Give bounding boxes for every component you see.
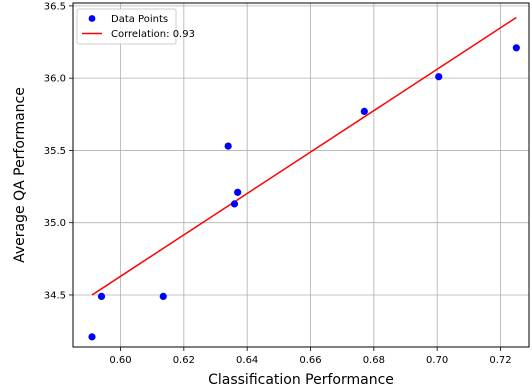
legend-marker-data-points [88, 15, 96, 22]
y-tick-label: 35.0 [44, 218, 66, 229]
correlation-line [91, 16, 517, 296]
legend-box [76, 8, 177, 45]
x-tick-label: 0.66 [299, 355, 321, 366]
data-point [234, 188, 242, 196]
x-tick-label: 0.72 [489, 355, 511, 366]
x-tick-label: 0.64 [236, 355, 258, 366]
data-point [230, 200, 239, 208]
y-tick-label: 36.5 [44, 1, 66, 12]
grid [73, 3, 529, 347]
y-tick-label: 35.5 [44, 146, 66, 157]
axis-ticks: 0.60 0.62 0.64 0.66 0.68 0.70 0.72 34.5 35.0 35.5… [44, 1, 512, 366]
data-point [360, 107, 368, 116]
x-tick-label: 0.60 [109, 355, 131, 366]
data-point [435, 73, 443, 81]
y-tick-label: 34.5 [44, 290, 66, 301]
legend-label-data-points: Data Points [111, 14, 168, 25]
x-tick-label: 0.62 [173, 355, 195, 366]
data-point [97, 292, 106, 301]
data-point [224, 142, 232, 150]
y-axis-label: Average QA Performance [12, 87, 28, 263]
y-tick-label: 36.0 [44, 74, 66, 85]
legend: Data Points Correlation: 0.93 [76, 8, 195, 45]
data-point [512, 44, 520, 52]
x-axis-label: Classification Performance [208, 372, 394, 388]
data-point [159, 292, 167, 301]
data-point [88, 333, 96, 341]
x-tick-label: 0.68 [363, 355, 385, 366]
plot-frame [72, 2, 530, 348]
x-tick-label: 0.70 [426, 355, 448, 366]
legend-label-correlation: Correlation: 0.93 [111, 29, 195, 40]
plot-series [88, 16, 520, 341]
